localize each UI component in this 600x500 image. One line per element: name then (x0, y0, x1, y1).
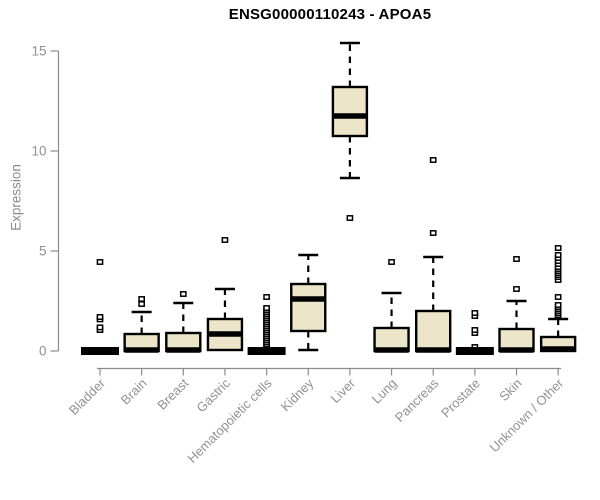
x-category-label: Skin (496, 376, 524, 404)
collapsed-box (455, 347, 494, 355)
outlier-point (346, 215, 354, 221)
outlier-point (471, 310, 479, 316)
x-category-label: Pancreas (392, 375, 442, 425)
iqr-box (331, 85, 369, 138)
y-tick-label: 15 (31, 44, 46, 59)
outlier-point (138, 296, 146, 302)
x-category-label: Lung (369, 376, 400, 407)
outlier-point (263, 294, 270, 300)
outlier-point (554, 302, 562, 308)
outlier-point (429, 157, 437, 163)
outlier-point (471, 327, 479, 333)
x-category-label: Bladder (66, 375, 109, 418)
outlier-point (96, 314, 104, 320)
x-category-label: Gastric (193, 375, 233, 415)
outlier-point (96, 259, 104, 265)
outlier-point (96, 324, 104, 331)
outlier-point (388, 259, 395, 265)
outlier-point (554, 245, 562, 251)
outlier-point (263, 305, 270, 311)
outlier-point (554, 252, 562, 258)
y-tick-label: 10 (31, 144, 46, 159)
y-tick-label: 0 (39, 344, 47, 359)
x-category-label: Brain (118, 376, 150, 408)
outlier-point (513, 286, 520, 292)
outlier-point (429, 230, 437, 236)
outlier-point (513, 256, 520, 262)
outlier-point (554, 294, 562, 300)
collapsed-box (247, 347, 286, 355)
outlier-point (138, 301, 146, 307)
x-category-label: Unknown / Other (487, 375, 567, 455)
collapsed-box (81, 347, 119, 355)
outlier-point (221, 237, 229, 243)
x-category-label: Kidney (278, 375, 317, 414)
outlier-point (179, 291, 187, 297)
chart-title: ENSG00000110243 - APOA5 (228, 6, 432, 23)
y-tick-label: 5 (39, 244, 47, 259)
x-category-label: Prostate (438, 376, 483, 421)
x-category-label: Breast (154, 375, 191, 412)
iqr-box (290, 282, 327, 333)
x-category-label: Liver (327, 375, 358, 406)
iqr-box (415, 309, 452, 353)
